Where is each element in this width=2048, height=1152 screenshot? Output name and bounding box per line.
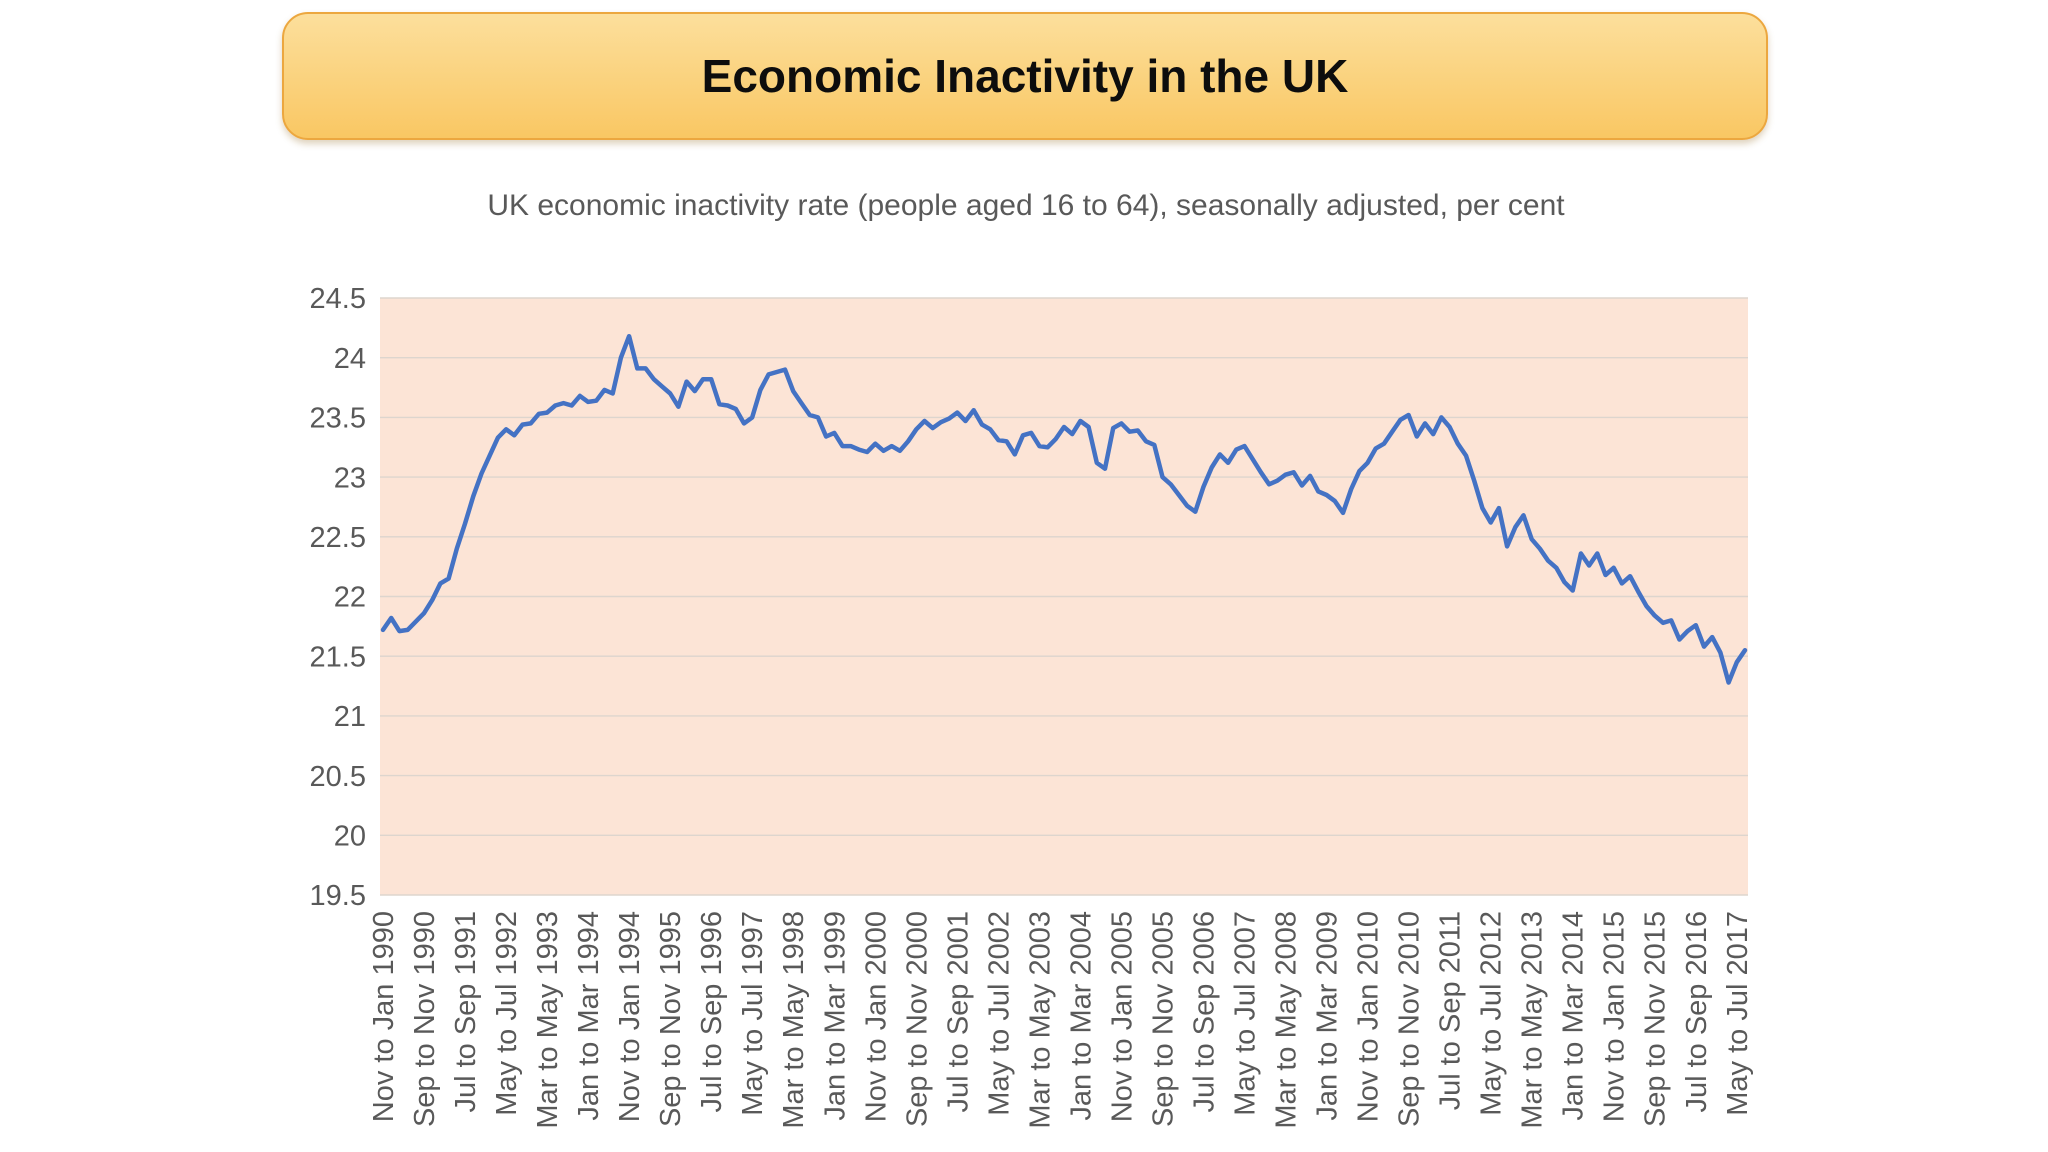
x-axis-tick-label: May to Jul 2012 [1476, 911, 1508, 1116]
x-axis-tick-label: Mar to May 2003 [1024, 911, 1056, 1129]
x-axis-tick-label: Sep to Nov 2015 [1640, 911, 1672, 1127]
page-title: Economic Inactivity in the UK [701, 50, 1349, 102]
x-axis-tick-label: Mar to May 2008 [1271, 911, 1303, 1129]
y-axis-tick-label: 23.5 [310, 403, 366, 435]
x-axis-tick-label: Jan to Mar 2004 [1065, 911, 1097, 1121]
y-axis-tick-label: 21.5 [310, 641, 366, 673]
x-axis-tick-label: May to Jul 1992 [491, 911, 523, 1116]
chart-container: 24.5 24 23.5 23 22.5 22 21.5 21 20.5 20 19.5 Nov to… [0, 270, 2048, 1152]
x-axis-tick-label: May to Jul 1997 [737, 911, 769, 1116]
x-axis-tick-label: Jul to Sep 1996 [696, 911, 728, 1113]
chart-title-banner: Economic Inactivity in the UK [282, 12, 1768, 140]
x-axis-tick-label: Sep to Nov 1990 [409, 911, 441, 1127]
x-axis-tick-label: Jul to Sep 1991 [450, 911, 482, 1113]
x-axis-tick-label: Nov to Jan 2010 [1353, 911, 1385, 1122]
x-axis-tick-label: May to Jul 2002 [983, 911, 1015, 1116]
y-axis-tick-label: 19.5 [310, 880, 366, 912]
x-axis-tick-label: Nov to Jan 2015 [1599, 911, 1631, 1122]
x-axis-tick-label: Jan to Mar 1999 [819, 911, 851, 1121]
x-axis-tick-label: Nov to Jan 2005 [1106, 911, 1138, 1122]
x-axis-tick-label: Jul to Sep 2006 [1188, 911, 1220, 1113]
y-axis-tick-label: 23 [334, 462, 366, 494]
x-axis-tick-label: Mar to May 1998 [778, 911, 810, 1129]
x-axis-tick-label: Jul to Sep 2001 [942, 911, 974, 1113]
data-line [380, 333, 1748, 685]
x-axis-tick-label: Jan to Mar 2009 [1312, 911, 1344, 1121]
y-axis-tick-label: 22 [334, 582, 366, 614]
x-axis-tick-label: May to Jul 2007 [1230, 911, 1262, 1116]
y-axis-tick-label: 20.5 [310, 761, 366, 793]
x-axis-tick-label: Nov to Jan 1990 [368, 911, 400, 1122]
y-axis-tick-label: 24.5 [310, 283, 366, 315]
x-axis-tick-label: Sep to Nov 1995 [655, 911, 687, 1127]
x-axis-tick-label: Jul to Sep 2016 [1681, 911, 1713, 1113]
x-axis-tick-label: Mar to May 2013 [1517, 911, 1549, 1129]
x-axis-tick-label: Mar to May 1993 [532, 911, 564, 1129]
y-axis-tick-label: 20 [334, 820, 366, 852]
x-axis-tick-label: May to Jul 2017 [1722, 911, 1754, 1116]
x-axis-tick-label: Nov to Jan 1994 [614, 911, 646, 1122]
y-axis-tick-label: 22.5 [310, 522, 366, 554]
y-axis-tick-label: 24 [334, 343, 366, 375]
x-axis-tick-label: Jul to Sep 2011 [1435, 911, 1467, 1110]
x-axis-tick-label: Sep to Nov 2010 [1394, 911, 1426, 1127]
y-axis-tick-label: 21 [334, 701, 366, 733]
x-axis-tick-label: Sep to Nov 2005 [1147, 911, 1179, 1127]
x-axis-tick-label: Sep to Nov 2000 [901, 911, 933, 1127]
x-axis-tick-label: Jan to Mar 1994 [573, 911, 605, 1121]
x-axis-tick-label: Nov to Jan 2000 [860, 911, 892, 1122]
x-axis-tick-label: Jan to Mar 2014 [1558, 911, 1590, 1121]
chart-subtitle: UK economic inactivity rate (people aged… [487, 189, 1565, 222]
